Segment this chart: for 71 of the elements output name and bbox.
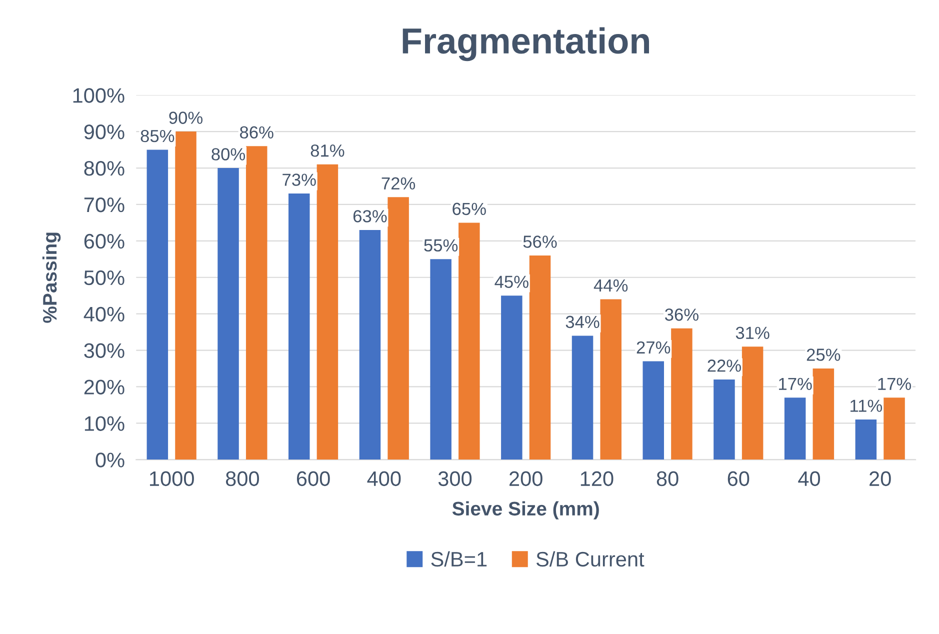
data-label: 34%: [566, 316, 600, 328]
bar: [671, 328, 692, 460]
bar: [146, 150, 168, 460]
bar: [812, 368, 834, 460]
y-tick-label: 10%: [84, 416, 124, 431]
y-axis-title: %Passing: [42, 232, 61, 323]
x-tick-label: 120: [580, 471, 614, 486]
bar: [642, 361, 664, 460]
y-tick-label: 0%: [96, 452, 124, 468]
y-tick-label: 60%: [84, 234, 124, 249]
chart-title: Fragmentation: [402, 27, 650, 62]
y-tick-label: 40%: [84, 306, 124, 322]
legend-label: S/B=1: [431, 551, 487, 567]
bar: [529, 256, 551, 460]
bar: [742, 346, 764, 460]
bar: [388, 197, 409, 460]
data-label: 27%: [636, 341, 670, 354]
data-label: 90%: [169, 112, 203, 124]
x-tick-label: 80: [656, 471, 678, 486]
bar: [714, 379, 735, 460]
x-axis-title: Sieve Size (mm): [452, 501, 599, 520]
bar: [884, 398, 905, 460]
x-tick-label: 600: [296, 471, 330, 486]
bar: [855, 420, 877, 460]
data-label: 80%: [212, 148, 246, 160]
data-label: 65%: [452, 202, 486, 216]
x-tick-label: 60: [728, 471, 750, 486]
bar: [430, 259, 452, 460]
y-tick-label: 50%: [84, 270, 124, 286]
y-tick-label: 70%: [84, 197, 124, 212]
y-tick-label: 20%: [84, 380, 124, 394]
bar: [359, 230, 381, 460]
bar: [175, 132, 196, 460]
data-label: 73%: [282, 174, 316, 186]
data-label: 72%: [382, 177, 416, 190]
y-tick-label: 80%: [84, 161, 124, 176]
bar: [458, 222, 480, 460]
x-tick-label: 200: [510, 471, 542, 486]
data-label: 55%: [424, 239, 458, 252]
data-label: 17%: [779, 378, 812, 390]
data-label: 45%: [494, 276, 528, 288]
data-label: 11%: [850, 400, 882, 412]
x-tick-label: 400: [367, 471, 401, 486]
bar: [572, 336, 594, 460]
x-tick-label: 40: [798, 471, 820, 486]
x-tick-label: 1000: [150, 471, 194, 486]
data-label: 22%: [708, 360, 741, 372]
data-label: 56%: [523, 236, 557, 248]
bar: [288, 194, 310, 460]
bar: [246, 146, 268, 460]
y-tick-label: 100%: [73, 88, 124, 103]
data-label: 31%: [736, 326, 770, 340]
data-label: 36%: [665, 308, 698, 321]
bar: [784, 398, 806, 460]
data-label: 81%: [310, 144, 344, 157]
data-label: 85%: [140, 130, 174, 142]
data-label: 25%: [806, 348, 840, 361]
legend-label: S/B Current: [536, 551, 644, 567]
data-label: 17%: [878, 378, 912, 390]
bar: [218, 168, 239, 460]
x-tick-label: 20: [870, 471, 891, 486]
bar: [316, 164, 338, 460]
y-tick-label: 90%: [84, 124, 124, 140]
x-tick-label: 800: [226, 471, 259, 486]
data-label: 44%: [594, 279, 628, 292]
data-label: 63%: [353, 210, 387, 222]
bar: [501, 296, 522, 460]
x-tick-label: 300: [438, 471, 472, 486]
bar: [600, 299, 622, 460]
y-tick-label: 30%: [84, 343, 124, 358]
data-label: 86%: [240, 126, 274, 139]
